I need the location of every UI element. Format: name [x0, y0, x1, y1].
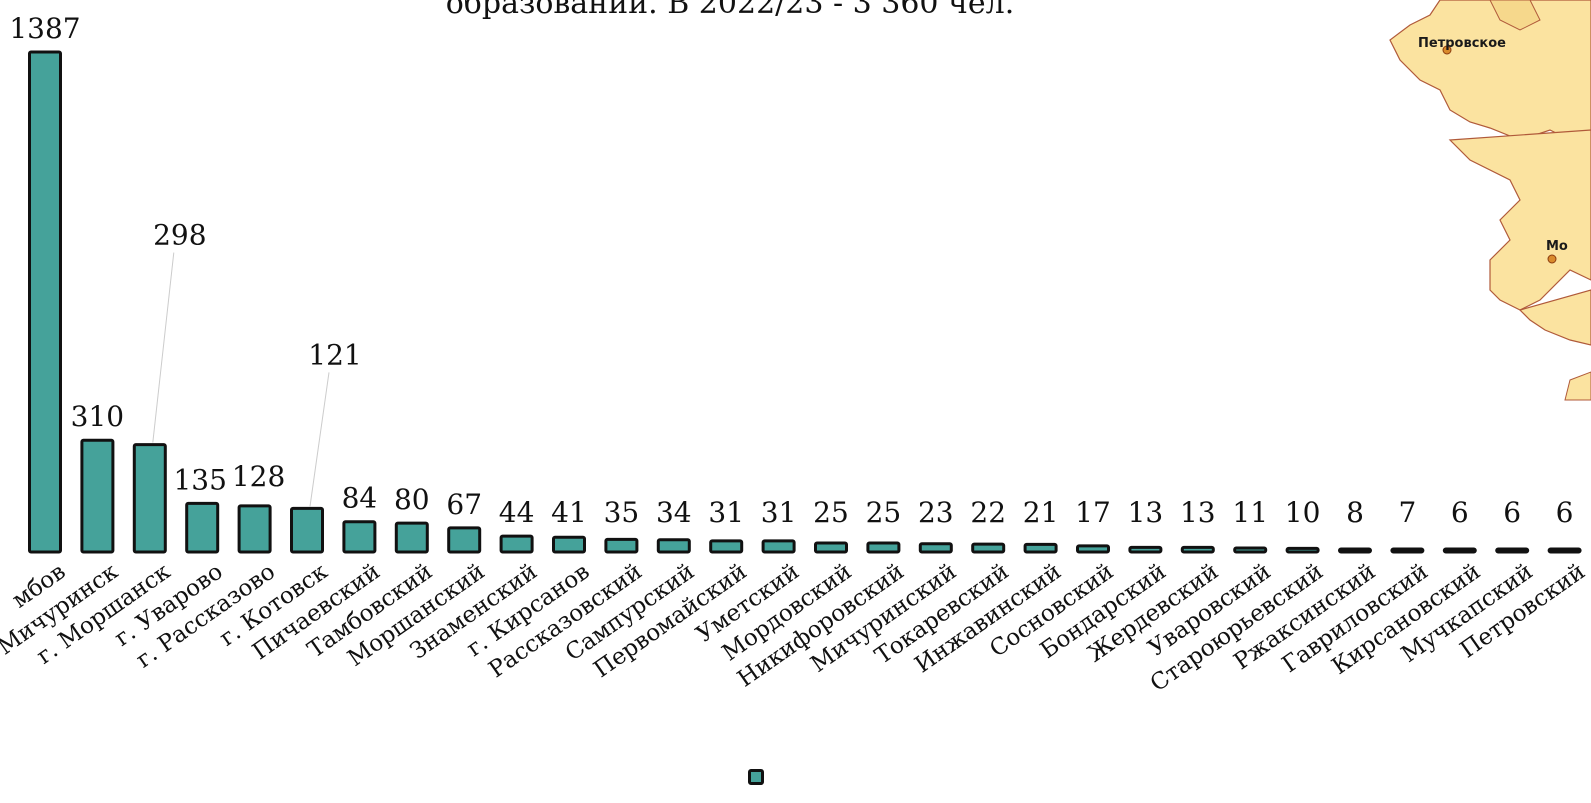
bar-11 — [552, 535, 586, 554]
value-label-23: 13 — [1180, 496, 1216, 529]
legend-swatch — [748, 769, 764, 785]
bar-12 — [604, 537, 639, 554]
value-label-20: 21 — [1023, 496, 1059, 529]
leader-lines — [152, 252, 330, 507]
bar-21 — [1076, 544, 1110, 554]
value-label-26: 8 — [1346, 496, 1364, 529]
bar-25 — [1285, 546, 1320, 554]
map-label-petrovskoe: Петровское — [1418, 36, 1506, 51]
bar-24 — [1233, 546, 1268, 554]
value-label-11: 41 — [551, 496, 587, 529]
value-label-2: 310 — [71, 400, 124, 433]
value-label-10: 44 — [499, 496, 535, 529]
bar-27 — [1390, 547, 1425, 554]
map-label-mo: Мо — [1546, 239, 1568, 254]
bar-7 — [342, 520, 377, 554]
bar-22 — [1128, 545, 1163, 554]
map-region-middle — [1448, 129, 1591, 311]
map-marker-mo — [1547, 254, 1557, 264]
bars-layer — [28, 50, 1582, 554]
leader-line-6 — [309, 372, 330, 507]
bar-20 — [1023, 542, 1058, 554]
bar-2 — [80, 438, 115, 554]
bar-14 — [709, 539, 744, 554]
value-label-15: 31 — [761, 496, 797, 529]
value-label-28: 6 — [1451, 496, 1469, 529]
map-region-north — [1489, 0, 1541, 31]
value-label-12: 35 — [604, 496, 640, 529]
value-label-17: 25 — [866, 496, 902, 529]
leader-line-3 — [152, 252, 175, 443]
bar-8 — [394, 521, 429, 554]
value-label-5: 128 — [232, 460, 285, 493]
map-marker-petrovskoe — [1442, 45, 1452, 55]
value-label-29: 6 — [1503, 496, 1521, 529]
value-label-18: 23 — [918, 496, 954, 529]
value-label-22: 13 — [1128, 496, 1164, 529]
bar-5 — [237, 504, 272, 554]
value-label-8: 80 — [394, 483, 430, 516]
bar-29 — [1495, 547, 1530, 554]
value-label-7: 84 — [342, 482, 378, 515]
bar-17 — [866, 541, 901, 554]
bar-4 — [185, 501, 220, 554]
value-label-1: 1387 — [9, 12, 80, 45]
value-label-4: 135 — [173, 463, 226, 496]
bar-6 — [290, 506, 324, 554]
value-label-3: 298 — [153, 219, 206, 252]
region-map: Петровское Мо — [1370, 0, 1591, 420]
value-label-24: 11 — [1232, 496, 1268, 529]
value-label-25: 10 — [1285, 496, 1321, 529]
value-label-16: 25 — [813, 496, 849, 529]
bar-10 — [499, 534, 534, 554]
bar-16 — [814, 541, 848, 554]
value-label-14: 31 — [708, 496, 744, 529]
chart-title: образований. В 2022/23 - 3 360 чел. — [445, 0, 1015, 21]
value-label-30: 6 — [1556, 496, 1574, 529]
bar-15 — [761, 539, 796, 554]
bar-18 — [918, 542, 953, 554]
value-label-21: 17 — [1075, 496, 1111, 529]
bar-28 — [1442, 547, 1477, 554]
value-label-9: 67 — [446, 488, 482, 521]
value-label-27: 7 — [1398, 496, 1416, 529]
map-region-petrovsky — [1389, 0, 1591, 141]
bar-23 — [1180, 545, 1215, 554]
bar-26 — [1338, 547, 1372, 554]
bar-19 — [971, 542, 1006, 554]
bar-9 — [447, 526, 482, 554]
value-label-19: 22 — [970, 496, 1006, 529]
value-label-6: 121 — [308, 338, 361, 371]
map-region-south — [1518, 289, 1591, 346]
bar-3 — [132, 443, 167, 554]
bar-1 — [28, 50, 62, 554]
value-label-13: 34 — [656, 496, 692, 529]
bar-30 — [1547, 547, 1582, 554]
bar-13 — [656, 538, 691, 554]
map-region-edge — [1564, 371, 1591, 401]
